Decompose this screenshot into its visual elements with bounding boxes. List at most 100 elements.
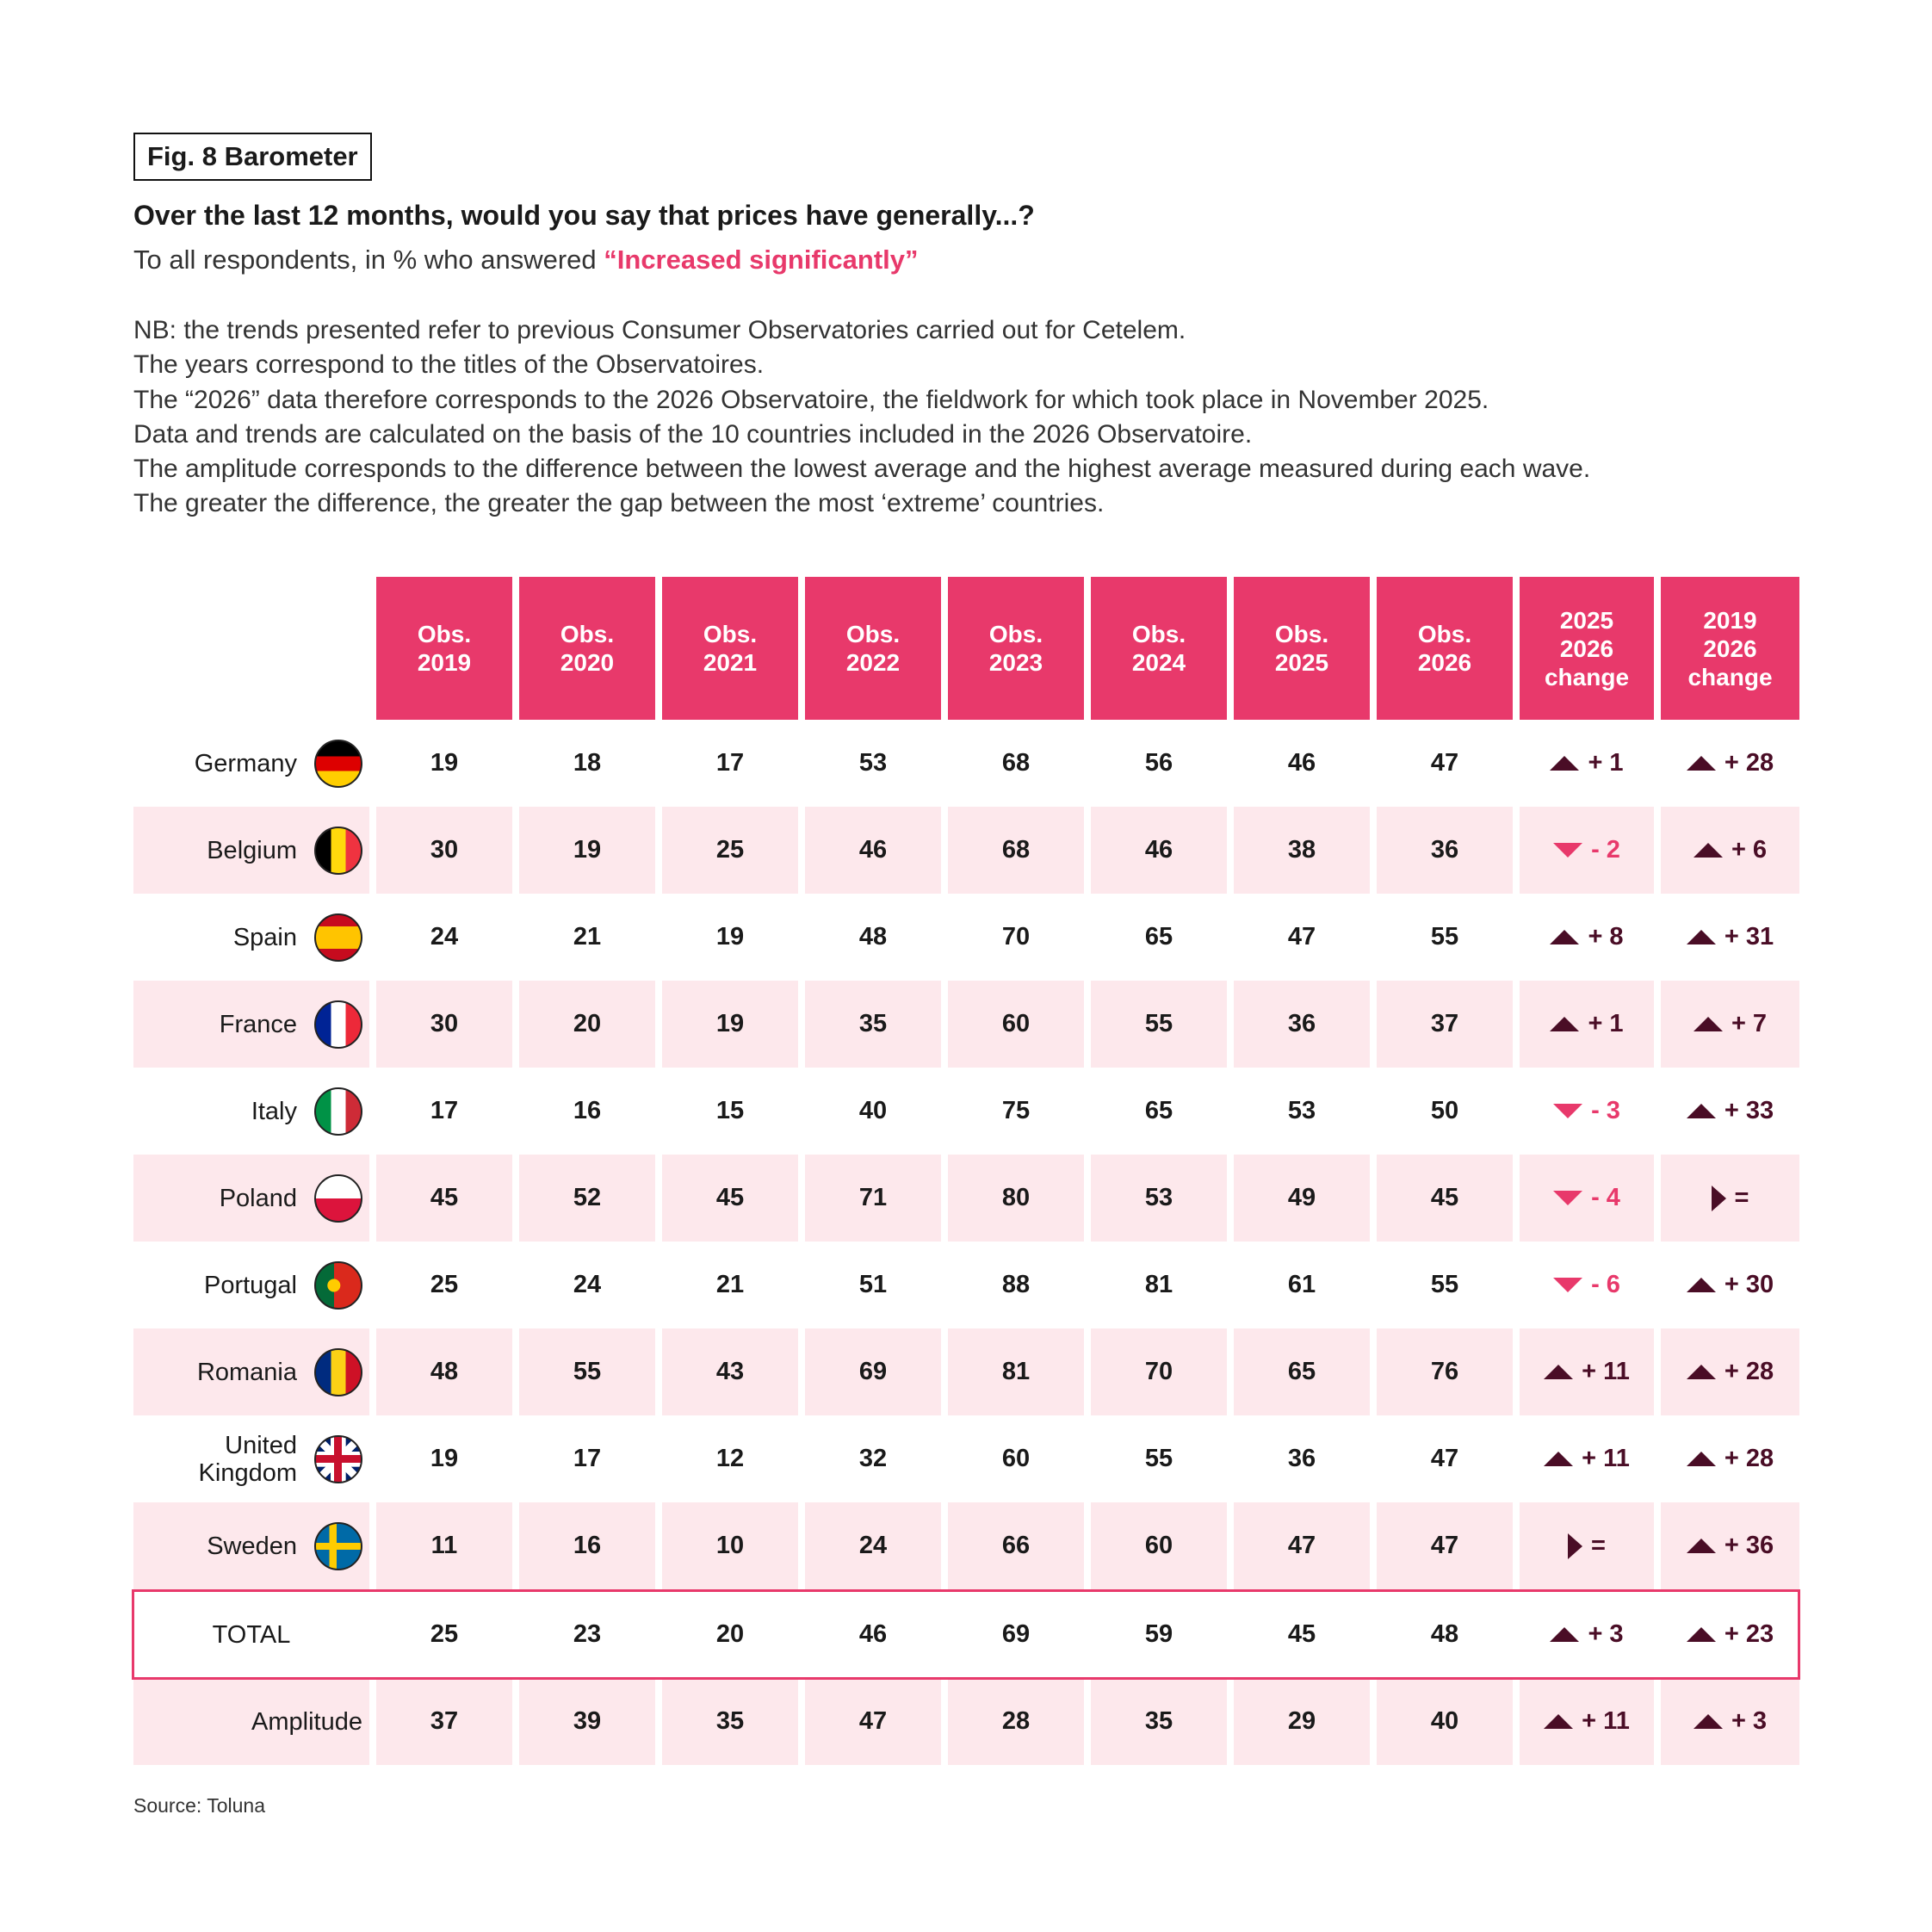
value-cell: 19 <box>662 981 798 1068</box>
row-label: Romania <box>133 1328 369 1415</box>
table-row: France 30 20 19 35 60 55 36 37 + 1 + 7 <box>133 981 1799 1068</box>
country-name: Germany <box>194 749 297 777</box>
value-cell: 15 <box>715 1097 745 1124</box>
value-cell: 46 <box>858 1620 888 1648</box>
triangle-up-icon <box>1686 756 1716 771</box>
table-row: TOTAL 25 23 20 46 69 59 45 48 + 3 + 23 <box>132 1589 1800 1680</box>
flag-pt-icon <box>314 1260 362 1310</box>
country-name: Romania <box>196 1358 297 1386</box>
change-value: + 28 <box>1724 749 1774 777</box>
value-cell: 66 <box>948 1502 1084 1589</box>
flag-it-icon <box>314 1087 362 1136</box>
value-cell: 65 <box>1234 1328 1370 1415</box>
flag-ro-icon <box>314 1347 362 1396</box>
change-cell: = <box>1661 1155 1799 1242</box>
triangle-up-icon <box>1550 756 1580 771</box>
triangle-up-icon <box>1686 1365 1716 1379</box>
country-name: Belgium <box>207 836 297 864</box>
change-cell: + 30 <box>1661 1242 1799 1328</box>
change-value: + 28 <box>1724 1358 1774 1385</box>
change-cell: - 4 <box>1520 1155 1654 1242</box>
value-cell: 69 <box>1001 1620 1031 1648</box>
table-row: United Kingdom 19 17 12 32 60 55 36 47 + 11 + 28 <box>133 1415 1799 1502</box>
value-cell: 52 <box>519 1155 655 1242</box>
triangle-up-icon <box>1686 1278 1716 1292</box>
triangle-up-icon <box>1544 1365 1574 1379</box>
value-cell: 48 <box>1430 1620 1459 1648</box>
change-cell: - 2 <box>1520 807 1654 894</box>
value-cell: 23 <box>573 1620 602 1648</box>
value-cell: 48 <box>858 923 888 951</box>
value-cell: 50 <box>1430 1097 1459 1124</box>
value-cell: 19 <box>430 749 459 777</box>
value-cell: 19 <box>430 1445 459 1472</box>
column-header: Obs. 2022 <box>805 577 941 720</box>
country-name: TOTAL <box>212 1620 291 1649</box>
triangle-up-icon <box>1686 930 1716 944</box>
change-cell: + 11 <box>1520 1328 1654 1415</box>
value-cell: 11 <box>376 1502 512 1589</box>
value-cell: 19 <box>519 807 655 894</box>
triangle-up-icon <box>1544 1714 1574 1729</box>
country-name: France <box>219 1010 297 1038</box>
table-row: Italy 17 16 15 40 75 65 53 50 - 3 + 33 <box>133 1068 1799 1155</box>
value-cell: 10 <box>662 1502 798 1589</box>
value-cell: 88 <box>1001 1271 1031 1298</box>
value-cell: 21 <box>715 1271 745 1298</box>
country-name: United Kingdom <box>198 1431 297 1487</box>
value-cell: 48 <box>376 1328 512 1415</box>
value-cell: 49 <box>1234 1155 1370 1242</box>
change-cell: + 23 <box>1661 1591 1799 1678</box>
value-cell: 24 <box>573 1271 602 1298</box>
change-cell: - 6 <box>1520 1242 1654 1328</box>
country-name: Portugal <box>203 1271 297 1299</box>
value-cell: 28 <box>948 1678 1084 1765</box>
value-cell: 32 <box>858 1445 888 1472</box>
triangle-right-icon <box>1568 1533 1583 1559</box>
value-cell: 45 <box>662 1155 798 1242</box>
value-cell: 51 <box>858 1271 888 1298</box>
barometer-table: Obs. 2019 Obs. 2020 Obs. 2021 Obs. 2022 Obs.… <box>132 577 1800 1765</box>
value-cell: 69 <box>805 1328 941 1415</box>
flag-gb-icon <box>314 1434 362 1483</box>
change-value: + 11 <box>1582 1707 1630 1735</box>
value-cell: 47 <box>805 1678 941 1765</box>
value-cell: 47 <box>1234 1502 1370 1589</box>
change-value: + 11 <box>1582 1358 1630 1385</box>
country-name: Sweden <box>207 1532 297 1560</box>
country-name: Spain <box>232 923 297 951</box>
value-cell: 36 <box>1377 807 1513 894</box>
value-cell: 21 <box>573 923 602 951</box>
change-cell: + 11 <box>1520 1678 1654 1765</box>
value-cell: 60 <box>1091 1502 1227 1589</box>
note-line: The amplitude corresponds to the differe… <box>133 455 1591 484</box>
triangle-up-icon <box>1693 1017 1723 1031</box>
change-value: + 28 <box>1724 1445 1774 1472</box>
value-cell: 35 <box>662 1678 798 1765</box>
change-value: - 2 <box>1591 836 1620 864</box>
change-value: - 3 <box>1591 1097 1620 1124</box>
triangle-up-icon <box>1693 1714 1723 1729</box>
triangle-up-icon <box>1686 1104 1716 1118</box>
value-cell: 18 <box>573 749 602 777</box>
value-cell: 38 <box>1234 807 1370 894</box>
change-value: = <box>1591 1532 1606 1559</box>
column-header: 2019 2026 change <box>1661 577 1799 720</box>
note-line: The greater the difference, the greater … <box>133 489 1105 518</box>
triangle-up-icon <box>1693 843 1723 858</box>
change-cell: = <box>1520 1502 1654 1589</box>
value-cell: 47 <box>1430 749 1459 777</box>
change-cell: + 36 <box>1661 1502 1799 1589</box>
table-row: Portugal 25 24 21 51 88 81 61 55 - 6 + 30 <box>133 1242 1799 1328</box>
change-cell: + 6 <box>1661 807 1799 894</box>
value-cell: 53 <box>1091 1155 1227 1242</box>
change-cell: + 8 <box>1520 894 1654 981</box>
note-line: NB: the trends presented refer to previo… <box>133 316 1186 344</box>
note-line: The “2026” data therefore corresponds to… <box>133 385 1489 414</box>
value-cell: 36 <box>1234 981 1370 1068</box>
value-cell: 17 <box>573 1445 602 1472</box>
value-cell: 46 <box>1287 749 1316 777</box>
value-cell: 35 <box>805 981 941 1068</box>
value-cell: 25 <box>430 1620 459 1648</box>
value-cell: 17 <box>715 749 745 777</box>
